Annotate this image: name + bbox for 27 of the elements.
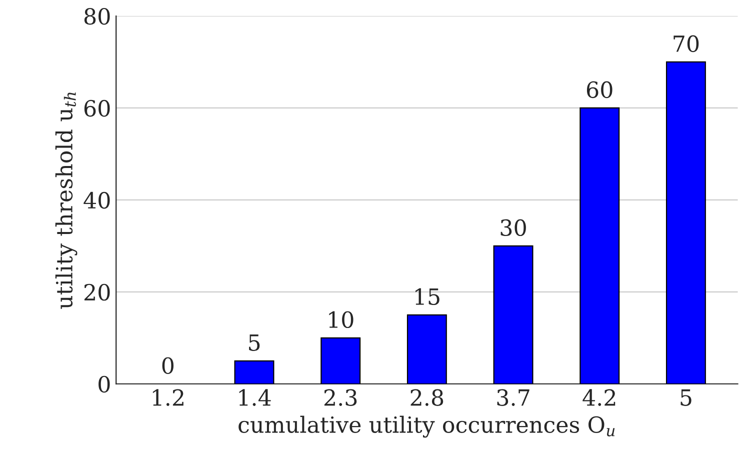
x-tick-label: 3.7 — [497, 389, 530, 406]
x-axis-title: cumulative utility occurrences O$_{u}$ — [238, 416, 615, 438]
data-label: 70 — [674, 35, 699, 52]
data-label: 60 — [586, 81, 612, 98]
x-tick-label: 5 — [680, 389, 692, 406]
y-tick-label: 20 — [84, 284, 110, 301]
data-label: 15 — [416, 288, 440, 306]
data-label: 30 — [500, 219, 526, 236]
data-label: 5 — [249, 334, 260, 352]
x-tick-label: 2.3 — [324, 389, 357, 406]
y-tick-label: 0 — [98, 376, 110, 393]
y-axis-title: utility threshold u$_{th}$ — [55, 92, 78, 309]
x-tick-label: 2.8 — [410, 389, 444, 406]
y-tick-label: 80 — [84, 8, 110, 25]
bar — [234, 360, 274, 384]
data-label: 0 — [162, 357, 174, 374]
x-tick-label: 4.2 — [582, 389, 616, 406]
bar — [493, 245, 534, 384]
y-tick-label: 60 — [84, 100, 110, 117]
x-tick-label: 1.4 — [239, 389, 271, 406]
y-tick-label: 40 — [84, 192, 110, 209]
bar — [580, 107, 620, 384]
bar — [320, 337, 361, 384]
bar — [406, 314, 447, 384]
x-tick-label: 1.2 — [152, 389, 184, 406]
data-label: 10 — [329, 311, 354, 328]
bar — [666, 61, 706, 384]
